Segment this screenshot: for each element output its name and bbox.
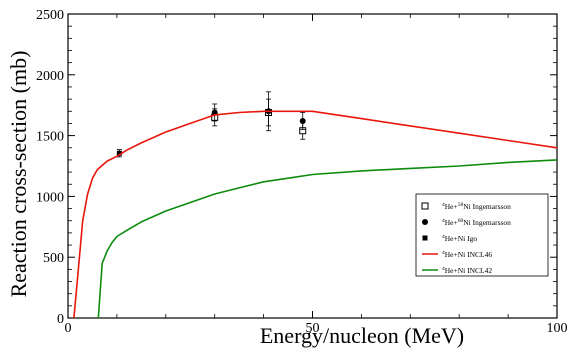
legend-box bbox=[415, 193, 549, 277]
data-point bbox=[299, 118, 306, 125]
legend-item: 4He+58Ni Ingemarsson bbox=[421, 202, 511, 211]
x-tick-label: 0 bbox=[65, 321, 72, 336]
data-point bbox=[116, 150, 122, 156]
legend-item: 4He+Ni INCL42 bbox=[422, 266, 492, 275]
y-tick-label: 1000 bbox=[36, 190, 64, 205]
series-line bbox=[97, 159, 558, 319]
legend-label: 4He+Ni Igo bbox=[442, 234, 477, 243]
x-axis: 0 50 100 bbox=[65, 14, 568, 336]
legend-label: 4He+Ni INCL46 bbox=[442, 250, 492, 259]
legend-label: 4He+58Ni Ingemarsson bbox=[442, 202, 511, 211]
x-axis-title: Energy/nucleon (MeV) bbox=[260, 323, 464, 348]
series-4 bbox=[97, 159, 558, 319]
legend-item: 4He+Ni INCL46 bbox=[422, 250, 492, 259]
legend-label: 4He+60Ni Ingemarsson bbox=[442, 218, 511, 227]
legend-item: 4He+60Ni Ingemarsson bbox=[422, 218, 511, 227]
legend-swatch-marker bbox=[422, 219, 428, 225]
y-axis-title: Reaction cross-section (mb) bbox=[6, 51, 31, 298]
x-tick-label: 100 bbox=[547, 321, 568, 336]
y-tick-label: 1500 bbox=[36, 130, 64, 145]
x-tick-label: 50 bbox=[306, 321, 320, 336]
y-axis: 0 500 1000 1500 2000 2500 bbox=[36, 8, 557, 327]
legend: 4He+58Ni Ingemarsson 4He+60Ni Ingemarsson… bbox=[415, 193, 549, 277]
y-tick-label: 2500 bbox=[36, 8, 64, 23]
series-0 bbox=[211, 98, 307, 140]
y-tick-label: 2000 bbox=[36, 69, 64, 84]
legend-swatch-marker bbox=[422, 235, 428, 241]
series-2 bbox=[116, 149, 122, 158]
legend-label: 4He+Ni INCL42 bbox=[442, 266, 492, 275]
legend-item: 4He+Ni Igo bbox=[422, 234, 477, 243]
series-layer bbox=[73, 91, 558, 319]
series-3 bbox=[73, 110, 558, 319]
series-line bbox=[73, 110, 558, 319]
y-tick-label: 0 bbox=[57, 312, 64, 327]
legend-swatch-marker bbox=[421, 202, 429, 210]
y-tick-label: 500 bbox=[43, 251, 64, 266]
